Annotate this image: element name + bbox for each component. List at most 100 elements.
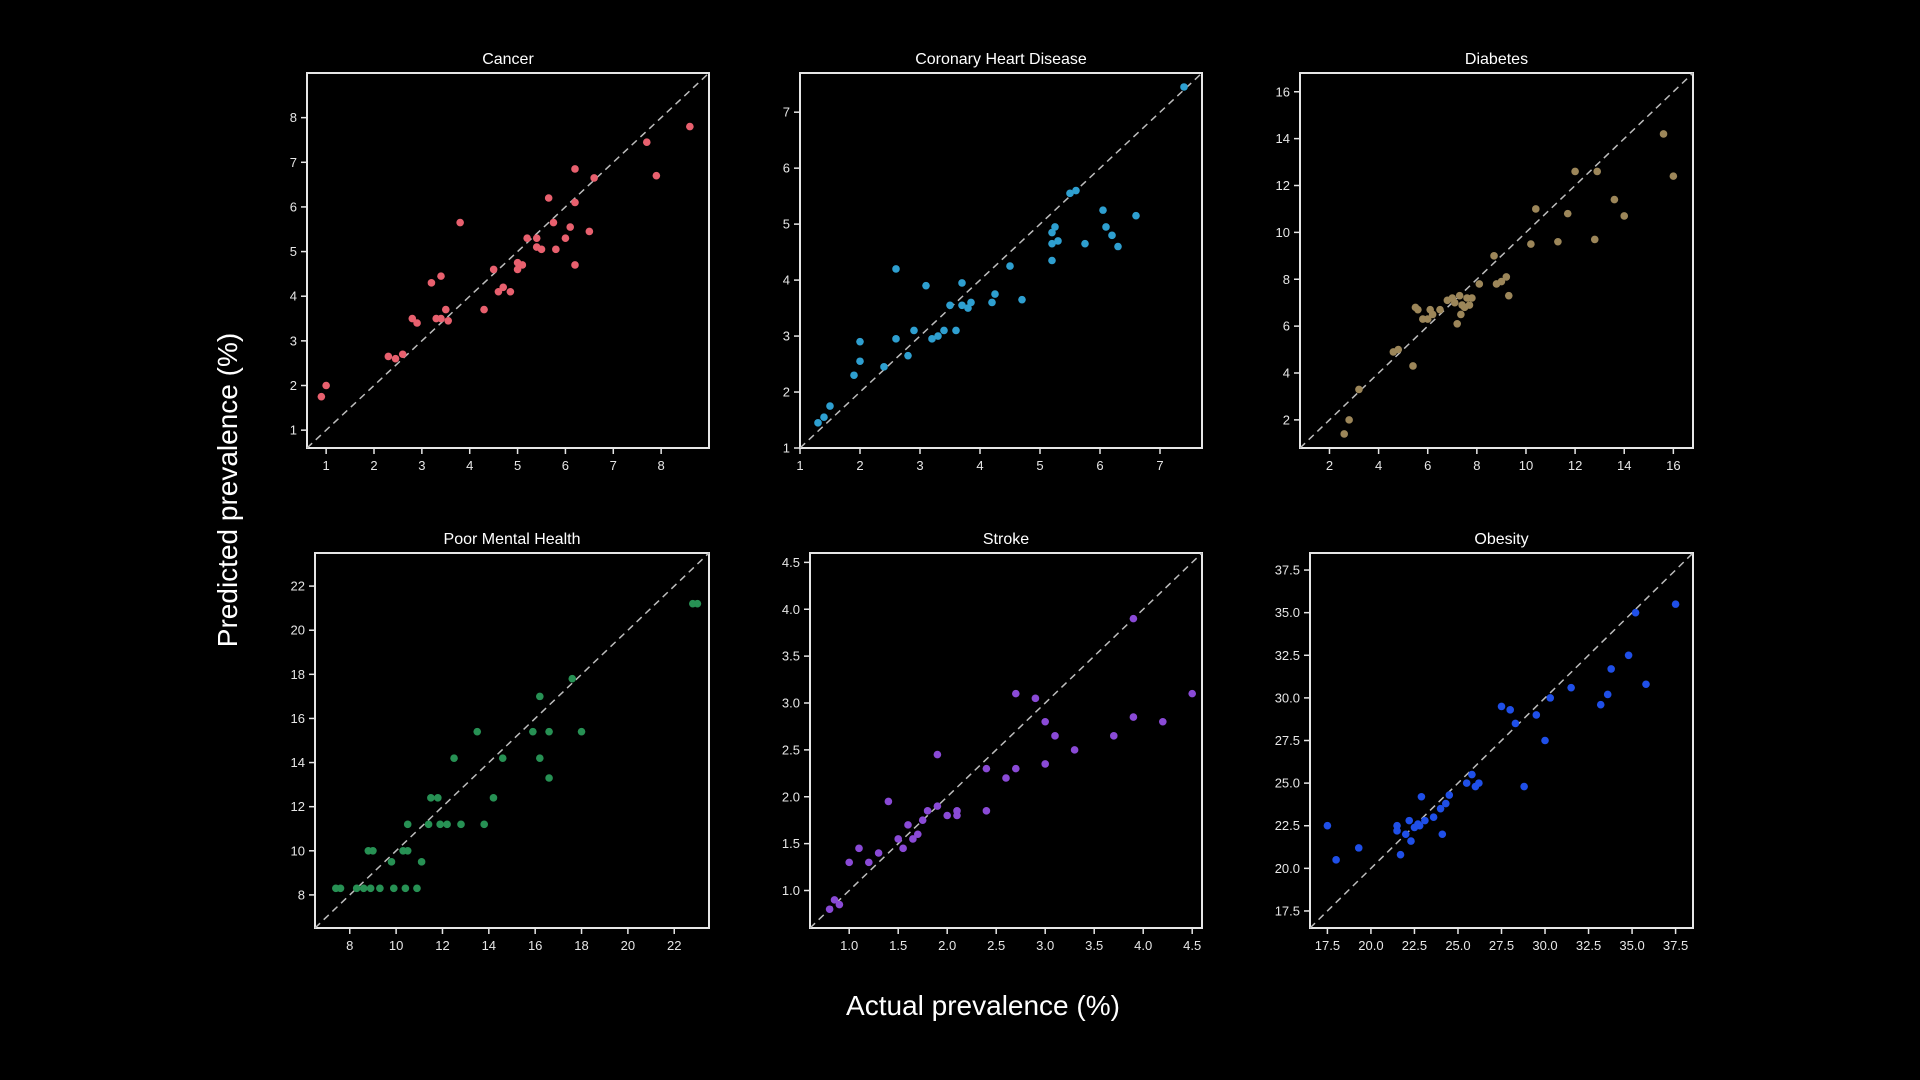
- y-tick-label: 2: [1283, 412, 1290, 427]
- y-tick-label: 3: [290, 333, 297, 348]
- x-tick-label: 14: [1617, 458, 1631, 473]
- x-tick-label: 22.5: [1402, 938, 1427, 953]
- x-tick-label: 18: [574, 938, 588, 953]
- data-point: [814, 419, 822, 427]
- x-tick-label: 8: [658, 458, 665, 473]
- data-point: [1129, 713, 1138, 721]
- data-point: [1396, 850, 1405, 859]
- plot-frame: [306, 72, 710, 449]
- plot-frame: [1299, 72, 1694, 449]
- data-point: [1571, 167, 1579, 176]
- data-point: [1114, 242, 1122, 251]
- data-point: [1511, 719, 1520, 728]
- x-tick-label: 8: [1473, 458, 1480, 473]
- y-tick-label: 17.5: [1275, 903, 1300, 918]
- data-point: [904, 351, 912, 360]
- y-tick-label: 10: [1276, 225, 1290, 240]
- x-tick-label: 1.5: [889, 938, 907, 953]
- x-tick-label: 5: [1036, 458, 1043, 473]
- x-tick-label: 4: [1375, 458, 1382, 473]
- data-point: [1468, 294, 1476, 302]
- y-tick-label: 12: [1276, 178, 1290, 193]
- data-point: [1502, 273, 1511, 281]
- data-point: [413, 319, 421, 327]
- data-point: [1504, 291, 1513, 300]
- data-point: [967, 298, 975, 307]
- data-point: [1012, 764, 1020, 773]
- identity-line: [809, 552, 1203, 929]
- data-point: [398, 350, 407, 359]
- data-point: [914, 830, 922, 839]
- y-tick-label: 1: [290, 423, 297, 438]
- data-point: [1596, 700, 1605, 709]
- data-point: [585, 227, 594, 236]
- data-point: [1497, 277, 1506, 286]
- data-point: [417, 858, 426, 866]
- data-point: [904, 821, 912, 829]
- data-point: [480, 305, 488, 314]
- data-point: [909, 835, 917, 843]
- data-point: [366, 884, 375, 893]
- x-tick-label: 37.5: [1663, 938, 1688, 953]
- data-point: [571, 198, 579, 207]
- data-point: [1669, 172, 1678, 180]
- data-point: [922, 281, 930, 290]
- y-tick-label: 6: [1283, 319, 1290, 334]
- data-point: [1610, 195, 1619, 204]
- data-point: [403, 820, 412, 829]
- data-point: [1417, 792, 1426, 801]
- data-point: [826, 402, 834, 410]
- data-point: [352, 884, 361, 893]
- data-point: [532, 234, 541, 242]
- data-point: [427, 279, 436, 287]
- data-point: [568, 674, 577, 683]
- y-tick-label: 2: [783, 385, 790, 400]
- x-tick-label: 3.0: [1036, 938, 1054, 953]
- data-point: [317, 392, 326, 401]
- x-tick-label: 7: [1156, 458, 1163, 473]
- data-point: [1520, 782, 1528, 791]
- data-point: [1671, 600, 1680, 608]
- y-tick-label: 20.0: [1275, 861, 1300, 876]
- data-point: [1475, 280, 1484, 288]
- data-point: [892, 335, 900, 343]
- data-point: [1465, 301, 1474, 309]
- y-tick-label: 2.0: [782, 789, 800, 804]
- plot-frame: [809, 552, 1203, 929]
- data-point: [387, 858, 396, 866]
- data-point: [506, 287, 515, 296]
- data-point: [537, 245, 546, 254]
- data-point: [1332, 856, 1340, 864]
- data-point: [494, 287, 503, 296]
- data-point: [1620, 212, 1629, 220]
- data-point: [918, 816, 927, 824]
- data-point: [1441, 799, 1450, 808]
- data-point: [437, 272, 445, 280]
- data-point: [1436, 804, 1445, 813]
- y-tick-label: 4.5: [782, 555, 800, 570]
- y-tick-label: 3.0: [782, 696, 800, 711]
- data-point: [1457, 310, 1465, 319]
- data-point: [489, 265, 498, 274]
- panel-title: Cancer: [482, 51, 534, 68]
- panel-poor-mental-health: Poor Mental Health 8 10 12 14 16 18 20 22 8 10 12 14…: [291, 531, 710, 953]
- y-tick-label: 4: [290, 289, 297, 304]
- data-point: [1180, 83, 1188, 91]
- data-point: [1554, 237, 1562, 246]
- data-point: [1132, 211, 1140, 220]
- data-point: [958, 279, 966, 287]
- data-point: [545, 727, 553, 736]
- y-tick-label: 7: [290, 155, 297, 170]
- y-tick-label: 14: [1276, 131, 1290, 146]
- data-point: [1099, 206, 1107, 214]
- x-tick-label: 1.0: [840, 938, 858, 953]
- data-point: [1603, 690, 1612, 699]
- y-tick-label: 4.0: [782, 602, 800, 617]
- y-tick-label: 18: [291, 667, 305, 682]
- data-point: [545, 774, 553, 782]
- y-tick-label: 25.0: [1275, 776, 1300, 791]
- data-point: [498, 754, 507, 762]
- data-point: [1018, 295, 1026, 304]
- data-point: [1455, 291, 1464, 300]
- data-point: [1590, 235, 1599, 244]
